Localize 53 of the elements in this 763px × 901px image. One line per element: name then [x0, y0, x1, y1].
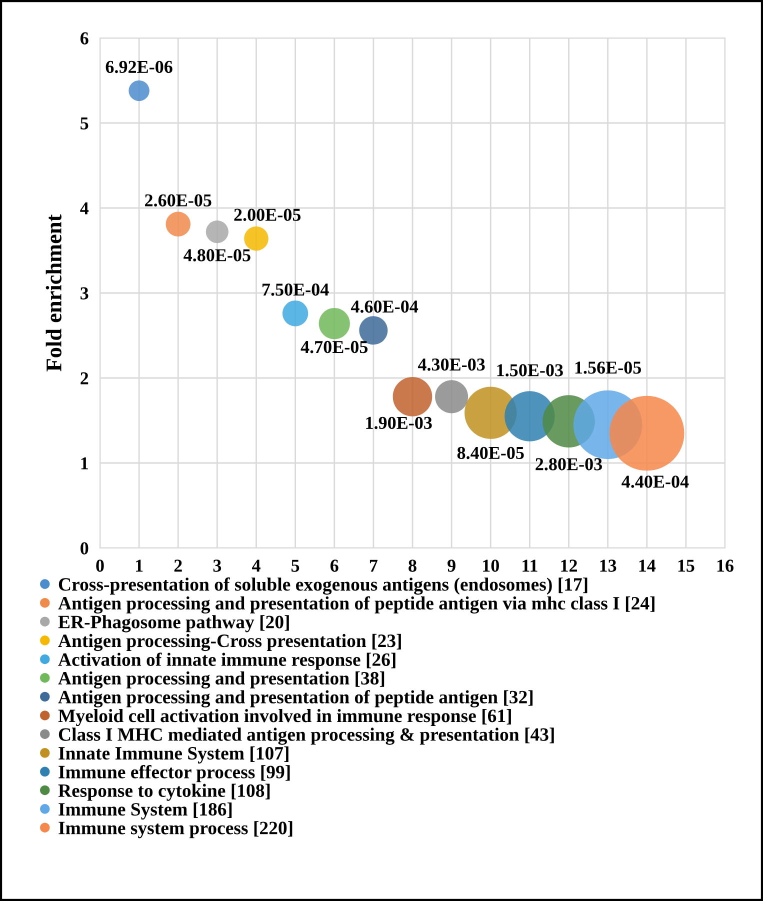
x-tick-label: 11 [522, 560, 538, 572]
legend-label: Activation of innate immune response [26] [58, 652, 396, 670]
x-tick-label: 14 [639, 560, 656, 572]
x-tick-label: 4 [252, 560, 260, 572]
x-tick-label: 6 [330, 560, 338, 572]
annotation: 4.70E-05 [300, 340, 368, 354]
annotation: 6.92E-06 [106, 60, 172, 74]
annotation: 1.56E-05 [575, 362, 642, 374]
legend-label: Immune system process [220] [58, 821, 292, 838]
annotation: 8.40E-05 [457, 446, 524, 460]
annotation: 4.60E-04 [350, 300, 418, 313]
legend-label: Antigen processing and presentation of peptide antigen via mhc class I [24] [58, 596, 654, 614]
y-tick-label: 1 [81, 457, 88, 470]
legend-label: Immune effector process [99] [58, 764, 290, 782]
legend-label: Antigen processing-Cross presentation [23] [58, 634, 401, 652]
legend-label: Immune System [186] [58, 802, 232, 820]
legend-label: Class I MHC mediated antigen processing & presentation [43] [58, 728, 554, 745]
annotation: 1.50E-03 [497, 364, 563, 376]
annotation: 7.50E-04 [262, 284, 329, 296]
x-tick-label: 13 [600, 560, 616, 572]
annotation: 2.80E-03 [536, 458, 602, 470]
annotation: 2.00E-05 [234, 208, 301, 221]
y-axis-title: Fold enrichment [46, 214, 62, 372]
x-tick-label: 15 [678, 560, 694, 572]
x-tick-label: 5 [292, 560, 300, 572]
y-tick-label: 6 [80, 32, 88, 44]
y-tick-label: 4 [80, 202, 89, 214]
legend-label: Cross-presentation of soluble exogenous antigens (endosomes) [17] [58, 577, 588, 595]
x-tick-label: 0 [96, 560, 104, 572]
y-tick-label: 0 [80, 542, 88, 554]
x-tick-label: 3 [213, 560, 222, 572]
annotation: 2.60E-05 [145, 194, 212, 207]
x-tick-label: 1 [136, 560, 143, 572]
legend-label: Innate Immune System [107] [58, 746, 288, 764]
x-tick-label: 8 [408, 560, 416, 572]
annotation: 1.90E-03 [366, 416, 432, 430]
annotation: 4.40E-04 [622, 476, 689, 488]
legend-label: Response to cytokine [108] [58, 784, 270, 801]
y-tick-label: 3 [80, 287, 88, 300]
x-tick-label: 10 [483, 560, 499, 572]
legend-label: Antigen processing and presentation of peptide antigen [32] [58, 690, 533, 708]
y-tick-label: 5 [80, 117, 88, 130]
annotation: 4.30E-03 [418, 358, 485, 371]
y-tick-label: 2 [80, 372, 88, 384]
x-tick-label: 9 [448, 560, 456, 572]
x-tick-label: 2 [174, 560, 182, 572]
annotation: 4.80E-05 [184, 249, 250, 262]
legend-label: Myeloid cell activation involved in immune response [61] [58, 709, 511, 726]
x-tick-label: 12 [561, 560, 577, 572]
x-tick-label: 16 [717, 560, 734, 572]
x-tick-label: 7 [370, 560, 378, 572]
legend-label: ER-Phagosome pathway [20] [58, 615, 289, 632]
legend-label: Antigen processing and presentation [38] [58, 671, 384, 689]
